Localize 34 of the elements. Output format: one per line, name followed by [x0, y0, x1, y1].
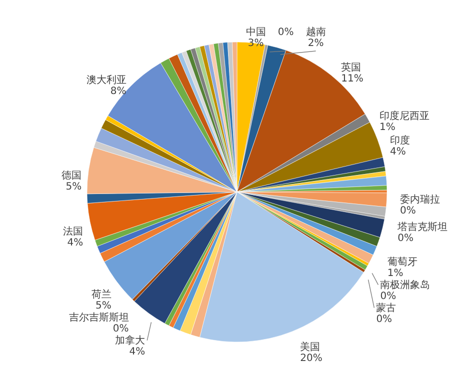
data-label: 4%	[390, 146, 406, 158]
slice-label: 中国	[246, 26, 266, 38]
data-label: 1%	[379, 122, 396, 134]
data-label: 0%	[398, 233, 414, 244]
data-label: 5%	[95, 300, 112, 312]
slice-label: 蒙古	[376, 302, 396, 314]
slice-label: 法国	[63, 226, 84, 238]
data-label: 5%	[66, 182, 82, 193]
slice-label: 印度	[390, 134, 410, 146]
slice-label: 吉尔吉斯斯坦	[68, 311, 129, 324]
data-label: 4%	[129, 346, 146, 358]
data-label: 11%	[341, 74, 364, 85]
data-label: 0%	[278, 27, 294, 38]
slice-label: 加拿大	[115, 334, 146, 346]
data-label: 2%	[308, 38, 324, 49]
slice-label: 澳大利亚	[86, 74, 126, 86]
slice-label: 德国	[62, 170, 82, 182]
data-label: 0%	[400, 205, 416, 216]
slice-label: 南极洲象岛	[380, 278, 430, 291]
slice-label: 印度尼西亚	[379, 110, 430, 122]
slice-label: 塔吉克斯坦	[396, 221, 448, 234]
slice-label: 荷兰	[91, 288, 112, 300]
data-label: 20%	[300, 352, 322, 364]
data-label: 4%	[67, 238, 84, 249]
slice-label: 美国	[300, 340, 320, 353]
slice-label: 委内瑞拉	[400, 193, 440, 206]
data-label: 8%	[110, 86, 126, 97]
data-label: 0%	[376, 314, 392, 325]
slice-label: 英国	[341, 62, 362, 74]
data-label: 0%	[380, 290, 396, 302]
data-label: 0%	[112, 323, 129, 334]
slice-label: 越南	[306, 26, 326, 38]
data-label: 1%	[387, 268, 404, 279]
slice-label: 葡萄牙	[387, 256, 418, 268]
